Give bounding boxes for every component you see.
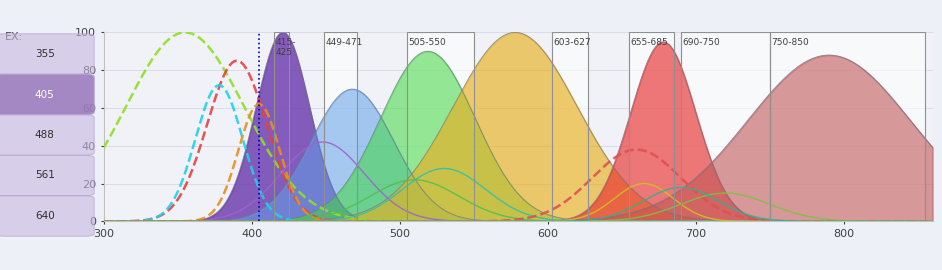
Text: 415-
425: 415- 425: [275, 38, 296, 58]
Bar: [274, 32, 288, 221]
Bar: [407, 32, 474, 221]
Bar: [324, 32, 357, 221]
Text: EX:: EX:: [5, 32, 23, 42]
Text: 640: 640: [35, 211, 55, 221]
FancyBboxPatch shape: [552, 32, 588, 221]
Bar: [552, 32, 588, 221]
Text: 405: 405: [35, 89, 55, 100]
Text: 355: 355: [35, 49, 55, 59]
FancyBboxPatch shape: [274, 32, 288, 221]
FancyBboxPatch shape: [770, 32, 925, 221]
Bar: [552, 32, 588, 221]
Bar: [274, 32, 288, 221]
Bar: [407, 32, 474, 221]
Bar: [324, 32, 357, 221]
Text: 750-850: 750-850: [771, 38, 809, 47]
Text: 449-471: 449-471: [326, 38, 363, 47]
Bar: [629, 32, 674, 221]
Bar: [629, 32, 674, 221]
FancyBboxPatch shape: [407, 32, 474, 221]
Text: 505-550: 505-550: [409, 38, 447, 47]
FancyBboxPatch shape: [629, 32, 674, 221]
FancyBboxPatch shape: [681, 32, 770, 221]
Bar: [681, 32, 770, 221]
Text: 690-750: 690-750: [682, 38, 721, 47]
Text: 488: 488: [35, 130, 55, 140]
Text: 603-627: 603-627: [554, 38, 592, 47]
FancyBboxPatch shape: [324, 32, 357, 221]
Bar: [770, 32, 925, 221]
Bar: [770, 32, 925, 221]
Text: 655-685: 655-685: [630, 38, 669, 47]
Text: 561: 561: [35, 170, 55, 181]
Bar: [681, 32, 770, 221]
